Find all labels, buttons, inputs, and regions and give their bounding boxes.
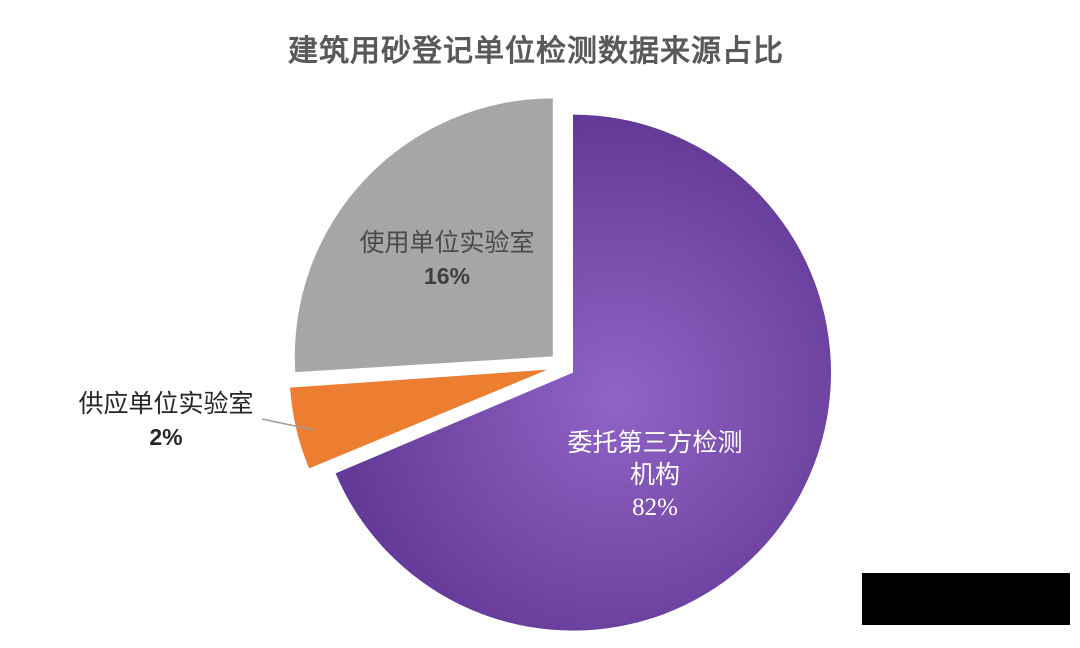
slice-label-third-party-name-line2: 机构	[629, 462, 681, 489]
slice-label-third-party: 委托第三方检测 机构 82%	[567, 428, 742, 524]
slice-label-user-lab-name: 使用单位实验室	[359, 230, 535, 257]
redaction-box	[862, 573, 1070, 625]
slice-label-supplier-lab: 供应单位实验室 2%	[78, 388, 253, 454]
slice-label-user-lab: 使用单位实验室 16%	[359, 227, 534, 293]
pie-slice-supplier-lab	[290, 369, 548, 469]
slice-label-third-party-percent: 82%	[632, 494, 678, 521]
slice-label-third-party-name-line1: 委托第三方检测	[567, 430, 743, 457]
slice-label-user-lab-percent: 16%	[423, 263, 471, 289]
leader-line-supplier-lab	[261, 418, 315, 431]
slice-label-supplier-lab-name: 供应单位实验室	[78, 391, 254, 418]
pie-slice-user-lab	[294, 98, 553, 373]
pie-slice-third-party-agency	[335, 114, 832, 631]
chart-title: 建筑用砂登记单位检测数据来源占比	[288, 35, 784, 68]
slice-label-supplier-lab-percent: 2%	[149, 424, 183, 450]
